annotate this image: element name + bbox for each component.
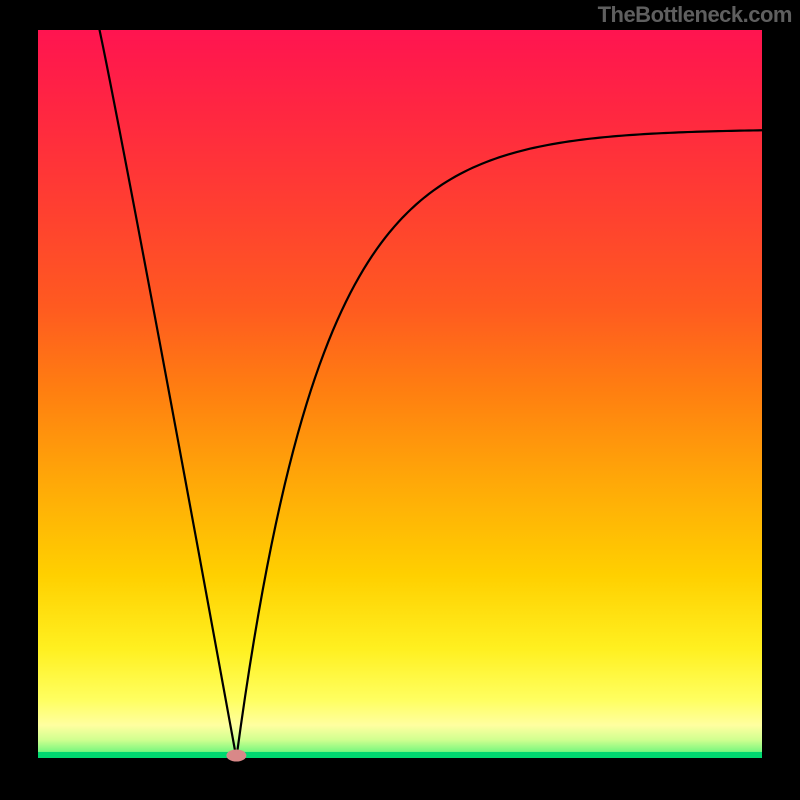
vertex-marker <box>226 750 246 762</box>
green-band <box>38 752 762 758</box>
chart-svg <box>0 0 800 800</box>
plot-area <box>38 30 762 758</box>
watermark-text: TheBottleneck.com <box>598 2 792 28</box>
chart-container: TheBottleneck.com <box>0 0 800 800</box>
